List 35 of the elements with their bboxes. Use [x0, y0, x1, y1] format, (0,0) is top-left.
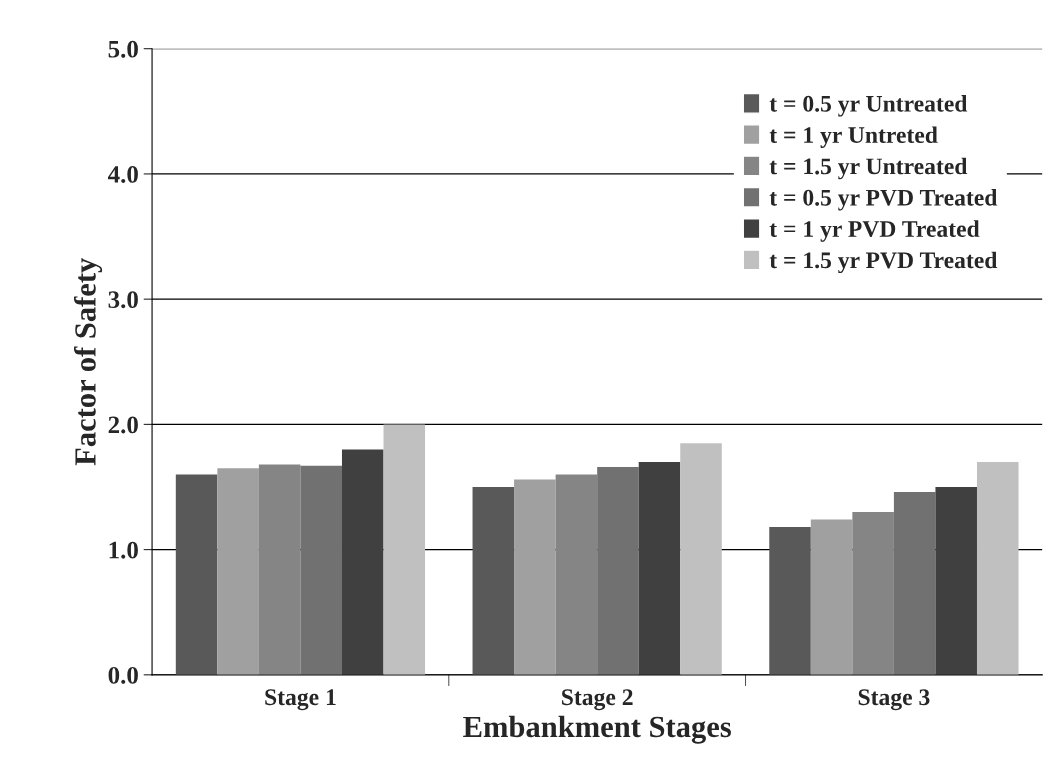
- bar: [893, 492, 936, 675]
- bar: [597, 466, 639, 675]
- bar: [217, 468, 259, 675]
- bar: [341, 449, 384, 675]
- x-tick-label: Stage 3: [858, 689, 930, 711]
- y-tick-label: 3.0: [108, 291, 138, 309]
- bar: [555, 474, 598, 675]
- bar: [514, 479, 556, 675]
- legend-label: t = 1.5 yr Untreated: [769, 157, 968, 180]
- legend-label: t = 1 yr PVD Treated: [769, 220, 980, 242]
- legend-label: t = 1.5 yr PVD Treated: [769, 251, 998, 274]
- legend-label: t = 0.5 yr Untreated: [769, 95, 968, 117]
- x-tick-label: Stage 1: [265, 689, 336, 711]
- bar: [935, 486, 977, 675]
- bar: [638, 461, 681, 675]
- y-tick-label: 2.0: [108, 416, 138, 434]
- bar: [258, 464, 301, 675]
- bar: [769, 527, 811, 675]
- x-tick-label: Stage 2: [562, 689, 633, 711]
- bar: [383, 424, 426, 675]
- bar: [300, 465, 342, 675]
- bar: [810, 519, 853, 675]
- x-axis-title: Embankment Stages: [463, 715, 731, 744]
- y-tick-label: 0.0: [108, 666, 138, 684]
- legend-label: t = 0.5 yr PVD Treated: [769, 189, 998, 211]
- bar: [852, 512, 894, 675]
- bar: [976, 461, 1019, 675]
- y-tick-label: 5.0: [108, 40, 138, 58]
- y-axis-title: Factor of Safety: [73, 257, 103, 466]
- bar: [175, 474, 218, 675]
- bar: [472, 486, 515, 675]
- y-tick-label: 4.0: [107, 165, 138, 183]
- y-tick-label: 1.0: [109, 541, 138, 559]
- bar: [680, 443, 722, 675]
- legend-label: t = 1 yr Untreted: [769, 126, 938, 148]
